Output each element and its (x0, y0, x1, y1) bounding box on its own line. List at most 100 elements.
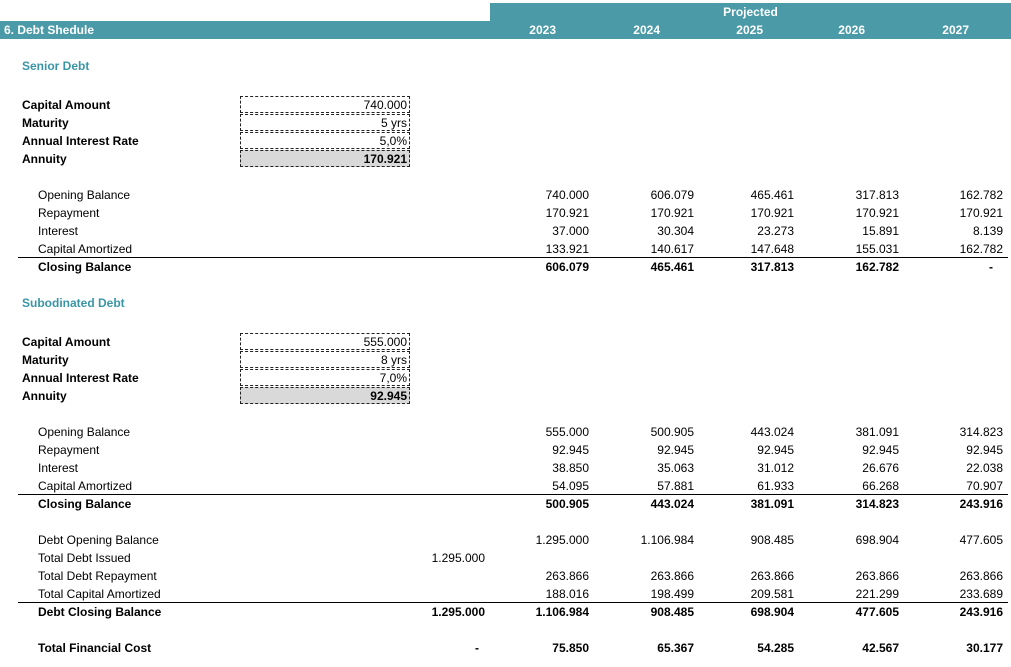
cell: 70.907 (966, 479, 1003, 493)
cell: 170.921 (855, 206, 899, 220)
cell: 606.079 (650, 188, 694, 202)
sub-rate-label: Annual Interest Rate (22, 371, 139, 385)
cell: 23.273 (757, 224, 794, 238)
row-label: Repayment (38, 443, 100, 457)
financial-cost-label: Total Financial Cost (38, 641, 152, 655)
sub-maturity-label: Maturity (22, 353, 69, 367)
cell: 92.945 (657, 443, 694, 457)
row-label: Total Debt Repayment (38, 569, 157, 583)
cell: 698.904 (855, 533, 899, 547)
senior-rate-input[interactable]: 5,0% (240, 132, 410, 149)
sub-rate-input[interactable]: 7,0% (240, 369, 410, 386)
row-label: Opening Balance (38, 188, 131, 202)
total-rule (18, 257, 1008, 258)
cell: 314.823 (855, 497, 899, 511)
cell: 317.813 (750, 260, 794, 274)
cell: 1.295.000 (431, 551, 485, 565)
cell: 92.945 (552, 443, 589, 457)
cell: 477.605 (959, 533, 1003, 547)
cell: 233.689 (959, 587, 1003, 601)
senior-annuity-value: 170.921 (240, 150, 410, 167)
cell: 162.782 (959, 242, 1003, 256)
row-label: Repayment (38, 206, 100, 220)
projected-label: Projected (723, 5, 778, 19)
cell: 263.866 (650, 569, 694, 583)
cell: 381.091 (750, 497, 794, 511)
cell: 57.881 (657, 479, 694, 493)
cell: 1.295.000 (535, 533, 589, 547)
row-label: Interest (38, 461, 79, 475)
senior-capital-label: Capital Amount (22, 98, 111, 112)
cell: 42.567 (862, 641, 899, 655)
senior-capital-input[interactable]: 740.000 (240, 96, 410, 113)
cell: 477.605 (855, 605, 899, 619)
cell: 908.485 (750, 533, 794, 547)
title-header-bar (0, 21, 1011, 39)
cell: 500.905 (545, 497, 589, 511)
sub-capital-input[interactable]: 555.000 (240, 333, 410, 350)
projected-header-bar (490, 3, 1011, 21)
row-label: Opening Balance (38, 425, 131, 439)
closing-label: Debt Closing Balance (38, 605, 162, 619)
cell: 443.024 (750, 425, 794, 439)
cell: 35.063 (657, 461, 694, 475)
cell: 133.921 (545, 242, 589, 256)
senior-maturity-input[interactable]: 5 yrs (240, 114, 410, 131)
cell: 37.000 (552, 224, 589, 238)
closing-label: Closing Balance (38, 260, 132, 274)
cell: 65.367 (657, 641, 694, 655)
senior-rate-label: Annual Interest Rate (22, 134, 139, 148)
cell: 263.866 (545, 569, 589, 583)
cell: 22.038 (966, 461, 1003, 475)
cell: 92.945 (862, 443, 899, 457)
cell: 381.091 (855, 425, 899, 439)
cell: 92.945 (966, 443, 1003, 457)
cell: 26.676 (862, 461, 899, 475)
cell: 66.268 (862, 479, 899, 493)
cell: 555.000 (545, 425, 589, 439)
cell: 500.905 (650, 425, 694, 439)
senior-annuity-label: Annuity (22, 152, 67, 166)
closing-label: Closing Balance (38, 497, 132, 511)
subordinated-debt-title: Subodinated Debt (22, 296, 125, 310)
cell: 54.095 (552, 479, 589, 493)
row-label: Interest (38, 224, 79, 238)
cell: 155.031 (855, 242, 899, 256)
cell: 263.866 (750, 569, 794, 583)
year-header: 2027 (942, 23, 969, 37)
senior-maturity-label: Maturity (22, 116, 69, 130)
cell: 31.012 (757, 461, 794, 475)
sub-maturity-input[interactable]: 8 yrs (240, 351, 410, 368)
cell: 1.295.000 (431, 605, 485, 619)
row-label: Debt Opening Balance (38, 533, 159, 547)
cell: 170.921 (959, 206, 1003, 220)
cell: 221.299 (855, 587, 899, 601)
cell: 443.024 (650, 497, 694, 511)
row-label: Capital Amortized (38, 242, 133, 256)
cell: 147.648 (750, 242, 794, 256)
cell: 61.933 (757, 479, 794, 493)
page-title: 6. Debt Shedule (4, 23, 95, 37)
year-header: 2025 (736, 23, 763, 37)
total-rule (18, 602, 1008, 603)
cell: 170.921 (545, 206, 589, 220)
cell: 54.285 (757, 641, 794, 655)
total-rule (18, 494, 1008, 495)
cell: 740.000 (545, 188, 589, 202)
cell: 209.581 (750, 587, 794, 601)
year-header: 2024 (633, 23, 660, 37)
row-label: Capital Amortized (38, 479, 133, 493)
sub-capital-label: Capital Amount (22, 335, 111, 349)
sub-annuity-value: 92.945 (240, 387, 410, 404)
cell: 1.106.984 (535, 605, 589, 619)
cell: 1.106.984 (640, 533, 694, 547)
row-label: Total Debt Issued (38, 551, 131, 565)
cell: 263.866 (959, 569, 1003, 583)
cell: 606.079 (545, 260, 589, 274)
cell: 8.139 (972, 224, 1003, 238)
cell: 698.904 (750, 605, 794, 619)
senior-debt-title: Senior Debt (22, 59, 90, 73)
cell: 92.945 (757, 443, 794, 457)
cell: 162.782 (959, 188, 1003, 202)
cell: 243.916 (959, 497, 1003, 511)
